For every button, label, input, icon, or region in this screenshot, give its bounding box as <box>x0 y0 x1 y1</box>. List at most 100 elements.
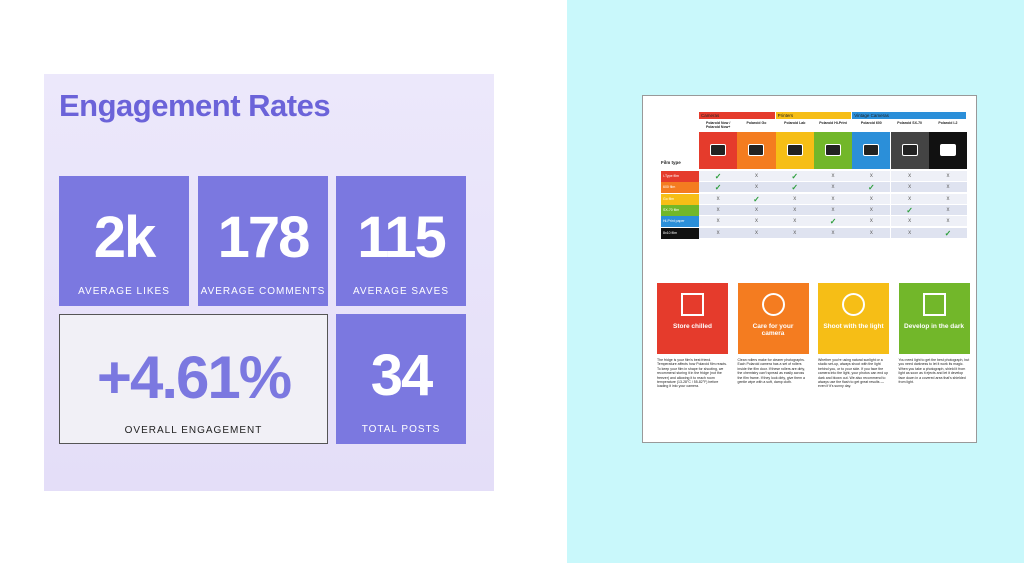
compat-cell: x <box>852 193 891 205</box>
stat-label: AVERAGE COMMENTS <box>200 286 326 297</box>
compat-cell: x <box>813 227 853 239</box>
compat-cell: x <box>852 171 891 182</box>
compat-cell: x <box>699 193 738 205</box>
compat-cell: x <box>813 171 853 182</box>
tip-icon <box>681 293 704 316</box>
tip-card: Care for your camera <box>737 283 809 354</box>
stat-label: OVERALL ENGAGEMENT <box>124 425 263 436</box>
row-header: Film type <box>661 160 681 165</box>
film-type: 8x10 film <box>661 227 699 239</box>
tip-text: The fridge is your film's best friend. T… <box>657 358 727 389</box>
compat-cell: x <box>775 193 814 205</box>
stat-value: 178 <box>217 205 311 270</box>
stat-value: +4.61% <box>96 344 292 411</box>
card-title: Engagement Rates <box>59 88 331 123</box>
stat-tile: 115 AVERAGE SAVES <box>336 176 466 306</box>
stat-tile: +4.61% OVERALL ENGAGEMENT <box>59 314 328 444</box>
tip-title: Shoot with the light <box>823 323 884 330</box>
camera-icon-cell <box>928 132 968 169</box>
compat-cell: x <box>737 182 776 194</box>
compat-cell: x <box>737 216 776 228</box>
stat-value: 34 <box>370 343 434 408</box>
compat-cell: x <box>852 216 891 228</box>
camera-icon-cell <box>737 132 776 169</box>
stat-tile: 34 TOTAL POSTS <box>336 314 466 444</box>
compat-cell: x <box>890 182 929 194</box>
tip-text: Whether you're using natural sunlight or… <box>818 358 889 389</box>
column-header: Polaroid Now / Polaroid Now+ <box>705 121 731 130</box>
tip-title: Care for your camera <box>752 323 794 337</box>
film-type: SX-70 film <box>661 204 699 216</box>
film-type: i-Type film <box>661 171 699 182</box>
column-header: Polaroid Lab <box>784 121 806 125</box>
compat-cell: ✓ <box>852 182 891 194</box>
group-header: Printers <box>775 112 852 119</box>
column-header: Polaroid I-2 <box>938 121 958 125</box>
compat-cell: x <box>737 171 776 182</box>
tip-icon <box>842 293 865 316</box>
camera-icon <box>786 144 803 156</box>
group-header: Cameras <box>699 112 775 119</box>
tip-icon <box>761 293 785 316</box>
compat-cell: x <box>775 227 814 239</box>
compat-cell: x <box>699 216 738 228</box>
compat-cell: ✓ <box>737 193 776 205</box>
compat-cell: x <box>737 204 776 216</box>
compat-cell: x <box>699 204 738 216</box>
camera-icon <box>824 144 841 156</box>
stat-value: 115 <box>357 205 447 270</box>
compat-cell: x <box>928 216 968 228</box>
compat-cell: x <box>890 227 929 239</box>
compat-cell: x <box>928 171 968 182</box>
compat-cell: ✓ <box>699 171 738 182</box>
stat-value: 2k <box>93 205 157 270</box>
film-type: Go film <box>661 193 699 205</box>
camera-icon-cell <box>813 132 853 169</box>
compat-cell: x <box>852 227 891 239</box>
compat-cell: ✓ <box>699 182 738 194</box>
compat-cell: x <box>890 193 929 205</box>
column-header: Polaroid Go <box>746 121 767 125</box>
compat-cell: x <box>813 193 853 205</box>
film-type: 600 film <box>661 182 699 194</box>
stat-label: AVERAGE LIKES <box>78 286 170 297</box>
tip-card: Shoot with the light <box>818 283 889 354</box>
compat-cell: x <box>813 182 853 194</box>
compat-cell: ✓ <box>813 216 853 228</box>
stat-label: TOTAL POSTS <box>361 424 441 435</box>
camera-icon <box>901 144 918 156</box>
camera-icon <box>939 144 956 156</box>
compat-cell: x <box>699 227 738 239</box>
camera-icon-cell <box>890 132 929 169</box>
compat-cell: ✓ <box>890 204 929 216</box>
camera-icon <box>710 144 726 156</box>
compat-cell: x <box>813 204 853 216</box>
compat-cell: x <box>928 182 968 194</box>
compat-cell: ✓ <box>775 171 814 182</box>
camera-icon <box>863 144 880 156</box>
compat-cell: x <box>775 204 814 216</box>
tip-icon <box>922 293 946 316</box>
tip-text: You need light to get the best photograp… <box>898 358 970 385</box>
stat-tile: 2k AVERAGE LIKES <box>59 176 189 306</box>
camera-icon-cell <box>775 132 814 169</box>
compat-cell: x <box>775 216 814 228</box>
compat-cell: x <box>928 204 968 216</box>
camera-icon <box>748 144 765 156</box>
compat-cell: x <box>890 216 929 228</box>
stat-label: AVERAGE SAVES <box>353 286 449 297</box>
group-header: Vintage Cameras <box>852 112 967 119</box>
column-header: Polaroid Hi-Print <box>819 121 847 125</box>
film-guide-document: Cameras Printers Vintage Cameras Polaroid N… <box>642 95 977 443</box>
tip-title: Develop in the dark <box>904 323 964 330</box>
compat-cell: x <box>890 171 929 182</box>
column-header: Polaroid SX-70 <box>897 121 922 125</box>
camera-icon-cell <box>699 132 738 169</box>
tip-title: Store chilled <box>672 323 712 330</box>
compat-cell: x <box>737 227 776 239</box>
tip-card: Develop in the dark <box>898 283 970 354</box>
compat-cell: ✓ <box>928 227 968 239</box>
compat-cell: x <box>928 193 968 205</box>
stat-tile: 178 AVERAGE COMMENTS <box>198 176 328 306</box>
